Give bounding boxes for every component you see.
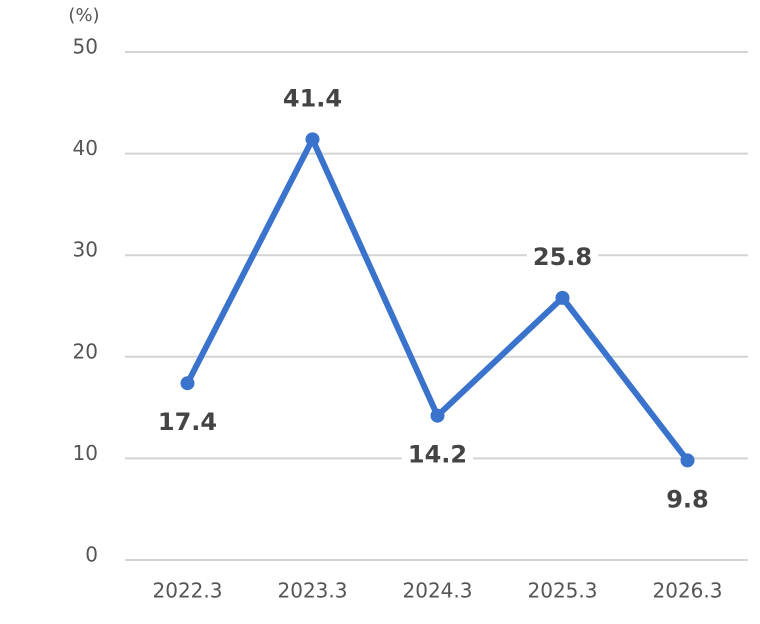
data-label: 9.8 [666, 485, 709, 513]
data-label: 14.2 [408, 441, 467, 469]
y-tick-label: 20 [73, 339, 98, 363]
x-tick-label: 2025.3 [528, 579, 598, 603]
data-label-bg [526, 242, 599, 271]
y-tick-label: 30 [73, 238, 98, 262]
x-tick-label: 2022.3 [153, 579, 223, 603]
data-label: 17.4 [158, 408, 217, 436]
data-label-bg [660, 485, 715, 514]
x-tick-label: 2026.3 [653, 579, 723, 603]
x-tick-label: 2024.3 [403, 579, 473, 603]
marker [180, 376, 195, 391]
data-label-bg [151, 408, 224, 437]
marker [305, 132, 320, 147]
data-label: 25.8 [533, 243, 592, 271]
marker [555, 290, 570, 305]
marker [680, 453, 695, 468]
data-label: 41.4 [283, 84, 342, 112]
x-tick-label: 2023.3 [278, 579, 348, 603]
y-tick-label: 50 [73, 35, 98, 59]
y-tick-label: 40 [73, 136, 98, 160]
marker [430, 408, 445, 423]
data-label-bg [276, 84, 349, 113]
y-tick-label: 0 [85, 543, 98, 567]
data-label-bg [401, 440, 474, 469]
y-tick-label: 10 [73, 441, 98, 465]
y-unit-label: (%) [68, 5, 99, 26]
